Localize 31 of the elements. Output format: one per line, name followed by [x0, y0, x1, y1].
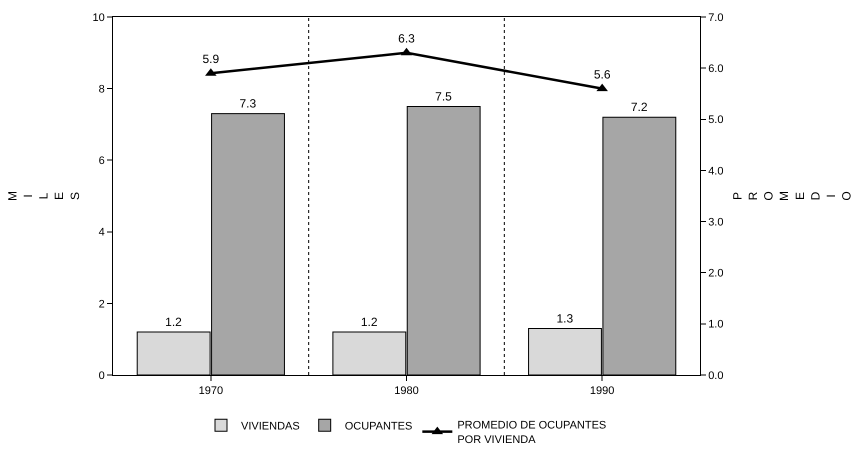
data-label: 7.3: [240, 96, 257, 111]
y-tick-label: 2: [98, 298, 105, 310]
y-tick-label: 6: [98, 155, 105, 168]
y2-tick-label: 1.0: [708, 318, 724, 331]
data-label: 1.3: [556, 311, 574, 326]
data-label: 6.3: [398, 32, 416, 46]
data-label: 7.5: [435, 90, 452, 104]
data-label: 5.6: [594, 67, 611, 82]
x-tick-label: 1980: [394, 385, 419, 398]
legend-label: PROMEDIO DE OCUPANTES POR VIVIENDA: [457, 420, 606, 446]
data-label: 1.2: [165, 315, 182, 330]
y-tick-label: 10: [92, 12, 105, 24]
y2-axis-title: PROMEDIO: [730, 191, 854, 201]
y2-tick-label: 4.0: [708, 165, 724, 178]
y-axis-title: MILES: [5, 191, 82, 201]
y2-tick-label: 5.0: [708, 114, 724, 126]
y-tick-label: 8: [98, 83, 105, 96]
data-label: 7.2: [630, 100, 648, 114]
y-tick-label: 4: [98, 226, 105, 239]
y-tick-label: 0: [98, 370, 105, 382]
y2-tick-label: 0.0: [708, 370, 724, 382]
data-label: 5.9: [202, 52, 220, 66]
y2-tick-label: 7.0: [708, 12, 724, 24]
legend-label: OCUPANTES: [344, 420, 412, 433]
x-tick-label: 1990: [590, 385, 614, 398]
y2-tick-label: 6.0: [708, 62, 724, 75]
data-label: 1.2: [360, 315, 378, 330]
y2-tick-label: 3.0: [708, 216, 724, 228]
legend-label: VIVIENDAS: [241, 420, 300, 433]
y2-tick-label: 2.0: [708, 268, 724, 280]
x-tick-label: 1970: [198, 385, 224, 398]
